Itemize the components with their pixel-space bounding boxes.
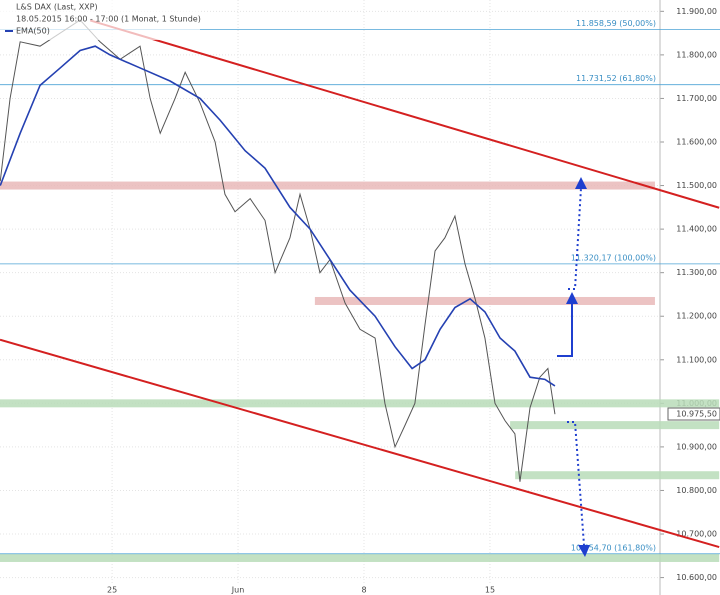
y-tick-label: 10.900,00	[676, 442, 717, 451]
legend-label: EMA(50)	[16, 27, 50, 36]
y-tick-label: 11.600,00	[676, 137, 717, 146]
last-price-label: 10.975,50	[676, 410, 717, 419]
y-tick-label: 11.500,00	[676, 181, 717, 190]
x-tick-label: 15	[485, 586, 495, 595]
chart-subtitle: 18.05.2015 16:00 - 17:00 (1 Monat, 1 Stu…	[16, 15, 201, 24]
fib-label: 11.320,17 (100,00%)	[571, 253, 656, 262]
trendline	[0, 338, 720, 549]
arrow-head	[566, 292, 578, 304]
price-line	[0, 19, 556, 482]
y-tick-label: 10.800,00	[676, 486, 717, 495]
header-bg	[0, 0, 200, 40]
fib-label: 10.654,70 (161,80%)	[571, 543, 656, 552]
y-tick-label: 11.700,00	[676, 94, 717, 103]
zone	[0, 553, 720, 562]
y-tick-label: 11.100,00	[676, 355, 717, 364]
x-tick-label: 25	[107, 586, 117, 595]
up-arrow	[557, 302, 573, 357]
y-tick-label: 11.800,00	[676, 50, 717, 59]
arrow-head	[575, 177, 587, 189]
arrow-head	[578, 545, 590, 557]
fib-label: 11.858,59 (50,00%)	[576, 19, 656, 28]
zone	[510, 421, 720, 430]
x-tick-label: Jun	[231, 586, 245, 595]
y-tick-label: 11.300,00	[676, 268, 717, 277]
dotted-up-arrow	[568, 187, 582, 290]
y-tick-label: 10.600,00	[676, 573, 717, 582]
zone	[314, 296, 655, 305]
ema-line	[0, 45, 556, 387]
zone	[0, 399, 720, 408]
trendline	[89, 19, 720, 209]
x-tick-label: 8	[361, 586, 366, 595]
y-tick-label: 10.700,00	[676, 530, 717, 539]
fib-label: 11.731,52 (61,80%)	[576, 74, 656, 83]
zone	[0, 181, 655, 190]
zone	[515, 471, 720, 480]
y-tick-label: 11.900,00	[676, 7, 717, 16]
last-price-tag	[667, 407, 720, 421]
y-tick-label: 11.400,00	[676, 225, 717, 234]
dotted-down-arrow	[567, 421, 585, 546]
y-tick-label: 11.200,00	[676, 312, 717, 321]
chart-title: L&S DAX (Last, XXP)	[16, 3, 98, 12]
